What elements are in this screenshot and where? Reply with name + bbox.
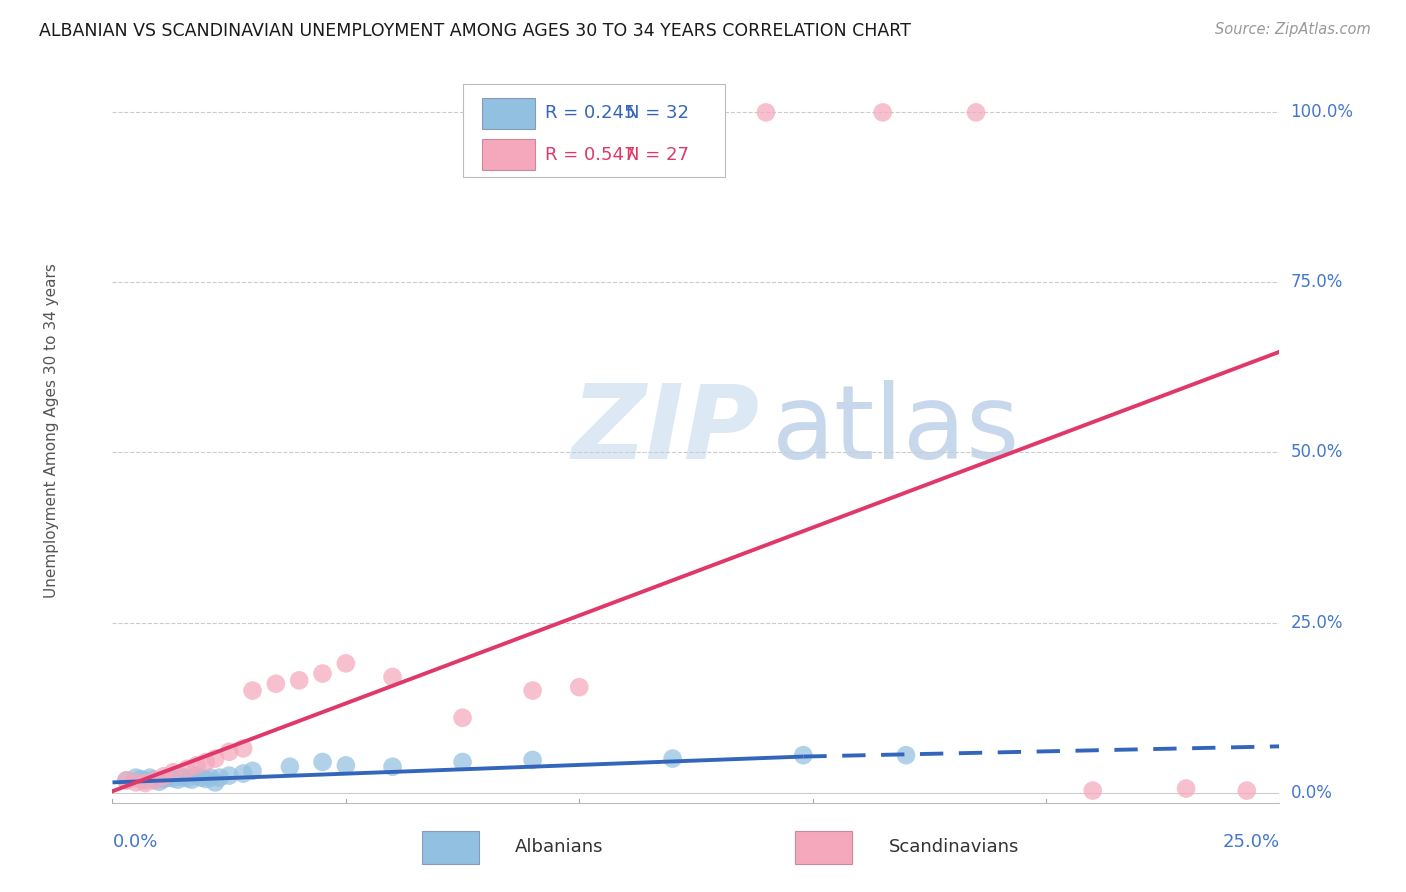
Point	[872, 105, 894, 120]
Text: 0.0%: 0.0%	[1291, 783, 1333, 802]
Point	[381, 670, 404, 684]
Point	[218, 768, 240, 782]
FancyBboxPatch shape	[796, 830, 852, 864]
Point	[965, 105, 987, 120]
Point	[172, 770, 194, 784]
Point	[451, 711, 474, 725]
Point	[115, 773, 138, 788]
Text: Unemployment Among Ages 30 to 34 years: Unemployment Among Ages 30 to 34 years	[45, 263, 59, 598]
Text: ALBANIAN VS SCANDINAVIAN UNEMPLOYMENT AMONG AGES 30 TO 34 YEARS CORRELATION CHAR: ALBANIAN VS SCANDINAVIAN UNEMPLOYMENT AM…	[39, 22, 911, 40]
Text: Albanians: Albanians	[515, 838, 603, 856]
Point	[125, 771, 148, 785]
Point	[162, 765, 184, 780]
Point	[204, 775, 226, 789]
Point	[180, 772, 202, 787]
FancyBboxPatch shape	[422, 830, 479, 864]
Point	[190, 771, 212, 785]
Point	[153, 769, 176, 783]
Text: 75.0%: 75.0%	[1291, 274, 1343, 292]
Point	[218, 745, 240, 759]
Point	[186, 768, 208, 782]
Point	[661, 751, 683, 765]
Text: Source: ZipAtlas.com: Source: ZipAtlas.com	[1215, 22, 1371, 37]
Text: 25.0%: 25.0%	[1291, 614, 1343, 632]
Point	[264, 677, 287, 691]
FancyBboxPatch shape	[463, 84, 725, 178]
Point	[242, 683, 264, 698]
Point	[134, 776, 156, 790]
Text: R = 0.547: R = 0.547	[546, 145, 636, 163]
Point	[143, 772, 166, 787]
Point	[166, 772, 188, 787]
Point	[451, 755, 474, 769]
Point	[568, 680, 591, 694]
Point	[176, 772, 198, 786]
Point	[194, 755, 217, 769]
Point	[157, 771, 180, 785]
Point	[139, 771, 162, 785]
Text: N = 27: N = 27	[626, 145, 689, 163]
Point	[894, 748, 917, 763]
Point	[186, 758, 208, 772]
Text: N = 32: N = 32	[626, 104, 689, 122]
Point	[194, 772, 217, 786]
FancyBboxPatch shape	[482, 139, 534, 170]
Text: Scandinavians: Scandinavians	[889, 838, 1019, 856]
Point	[288, 673, 311, 688]
Point	[1236, 783, 1258, 797]
Point	[755, 105, 778, 120]
Point	[522, 683, 544, 698]
Text: atlas: atlas	[772, 380, 1021, 481]
Point	[335, 657, 357, 671]
Point	[522, 753, 544, 767]
Point	[153, 772, 176, 786]
Point	[148, 774, 170, 789]
Point	[162, 772, 184, 786]
Point	[232, 741, 254, 756]
Point	[278, 760, 301, 774]
Point	[143, 773, 166, 788]
FancyBboxPatch shape	[482, 98, 534, 129]
Text: R = 0.245: R = 0.245	[546, 104, 636, 122]
Point	[204, 751, 226, 765]
Text: 100.0%: 100.0%	[1291, 103, 1354, 121]
Point	[134, 773, 156, 788]
Text: 50.0%: 50.0%	[1291, 443, 1343, 461]
Point	[311, 755, 333, 769]
Point	[1081, 783, 1104, 797]
Point	[208, 771, 231, 785]
Point	[115, 773, 138, 788]
Point	[311, 666, 333, 681]
Point	[1175, 781, 1198, 796]
Point	[200, 771, 222, 785]
Text: ZIP: ZIP	[572, 380, 761, 481]
Point	[792, 748, 814, 763]
Point	[176, 762, 198, 776]
Text: 0.0%: 0.0%	[112, 833, 157, 851]
Text: 25.0%: 25.0%	[1222, 833, 1279, 851]
Point	[129, 772, 152, 786]
Point	[381, 760, 404, 774]
Point	[125, 775, 148, 789]
Point	[242, 764, 264, 778]
Point	[335, 758, 357, 772]
Point	[232, 766, 254, 780]
